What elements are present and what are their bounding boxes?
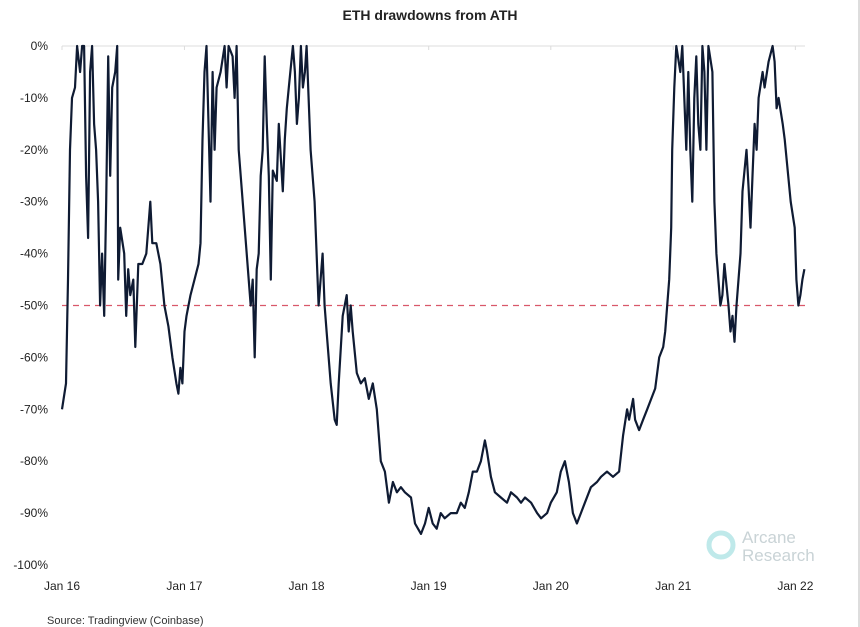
x-tick-label: Jan 17 xyxy=(166,579,202,593)
x-tick-label: Jan 20 xyxy=(533,579,569,593)
x-axis: Jan 16 Jan 17 Jan 18 Jan 19 Jan 20 Jan 21 Jan … xyxy=(44,46,814,593)
y-axis: 0% -10% -20% -30% -40% -50% -60% -70% -80% -90% -1… xyxy=(13,39,48,572)
source-note: Source: Tradingview (Coinbase) xyxy=(47,615,204,627)
y-tick-label: 0% xyxy=(31,39,49,53)
arcane-research-logo: Arcane Research xyxy=(706,528,815,565)
x-tick-label: Jan 19 xyxy=(411,579,447,593)
y-tick-label: -40% xyxy=(20,247,48,261)
y-tick-label: -90% xyxy=(20,506,48,520)
right-border xyxy=(858,0,860,627)
logo-line1: Arcane xyxy=(742,528,796,547)
x-tick-label: Jan 21 xyxy=(655,579,691,593)
x-tick-label: Jan 22 xyxy=(777,579,813,593)
y-tick-label: -50% xyxy=(20,299,48,313)
y-tick-label: -10% xyxy=(20,91,48,105)
y-tick-label: -70% xyxy=(20,402,48,416)
logo-ring-icon xyxy=(706,530,736,560)
drawdown-series-line xyxy=(60,44,806,535)
x-tick-label: Jan 16 xyxy=(44,579,80,593)
y-tick-label: -100% xyxy=(13,558,48,572)
y-tick-label: -30% xyxy=(20,195,48,209)
y-tick-label: -80% xyxy=(20,454,48,468)
y-tick-label: -20% xyxy=(20,143,48,157)
chart-title: ETH drawdowns from ATH xyxy=(343,7,518,23)
x-tick-label: Jan 18 xyxy=(289,579,325,593)
logo-line2: Research xyxy=(742,546,815,565)
y-tick-label: -60% xyxy=(20,350,48,364)
